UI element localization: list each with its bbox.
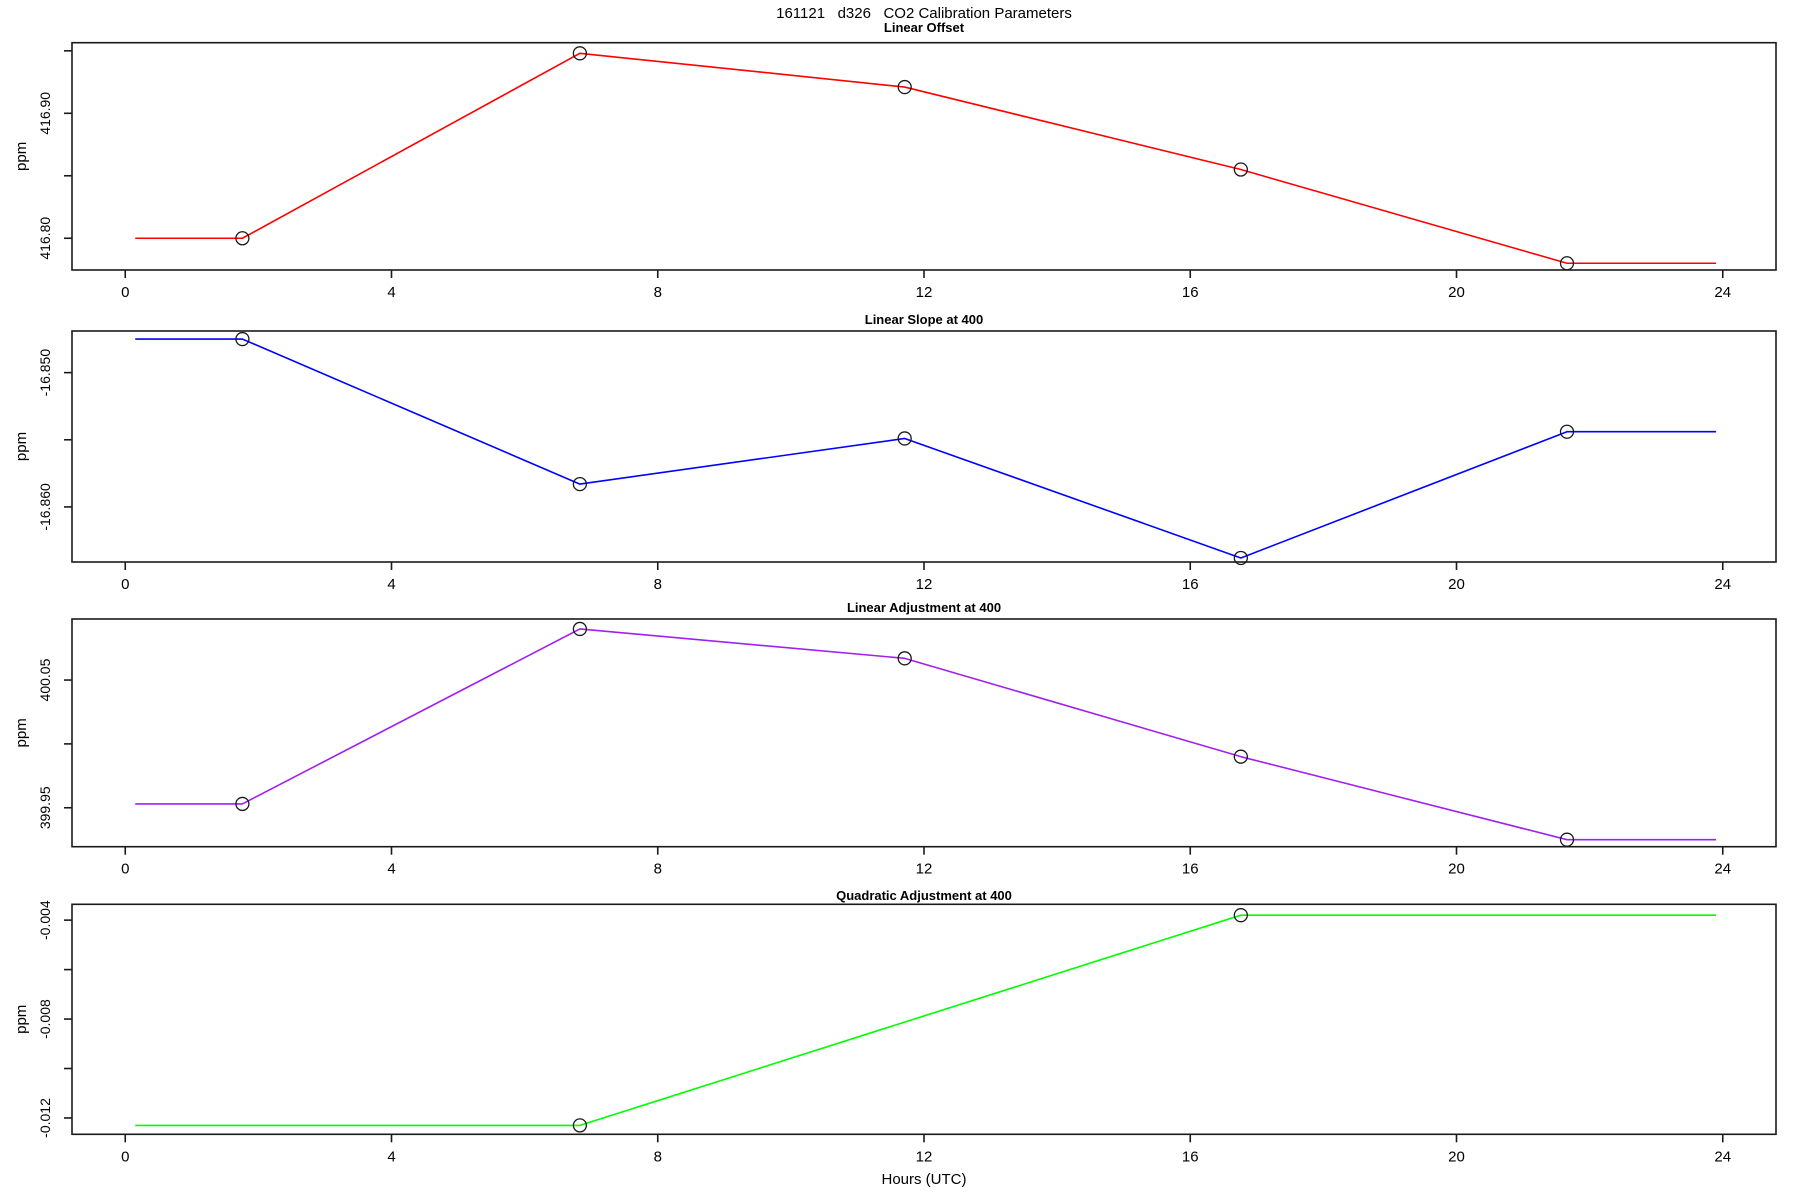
x-tick-label: 4 (387, 1148, 395, 1165)
y-tick-label: -0.012 (37, 1098, 53, 1138)
x-tick-label: 12 (916, 1148, 933, 1165)
panel-title-quadratic-adjustment: Quadratic Adjustment at 400 (836, 888, 1012, 903)
x-tick-label: 16 (1182, 576, 1199, 593)
data-point-marker (572, 46, 588, 61)
y-axis-title: ppm (13, 718, 30, 747)
data-point-marker (1233, 162, 1248, 177)
x-tick-label: 12 (916, 861, 933, 878)
series-line (135, 338, 1717, 559)
panel-frame (71, 618, 1777, 848)
y-tick-label: -16.850 (37, 349, 53, 397)
x-tick-label: 0 (121, 861, 129, 878)
data-point-marker (572, 476, 588, 492)
y-axis-title: ppm (13, 142, 30, 171)
data-point-marker (1233, 908, 1248, 923)
data-point-marker (1559, 832, 1575, 847)
data-point-marker (897, 79, 912, 95)
x-tick-label: 20 (1448, 576, 1465, 593)
data-point-marker (1233, 550, 1248, 566)
y-tick-label: -0.008 (37, 999, 53, 1039)
x-tick-label: 24 (1714, 284, 1731, 301)
x-tick-label: 4 (387, 861, 395, 878)
panel-title-linear-adjustment: Linear Adjustment at 400 (846, 600, 1002, 615)
data-point-marker (1233, 749, 1248, 764)
data-point-marker (572, 621, 588, 637)
panel-title-linear-offset: Linear Offset (883, 20, 965, 35)
x-axis-label: Hours (UTC) (881, 1171, 967, 1188)
x-tick-label: 24 (1714, 576, 1731, 593)
y-axis-title: ppm (13, 432, 30, 461)
data-point-marker (235, 231, 250, 246)
x-tick-label: 16 (1182, 1148, 1199, 1165)
data-point-marker (572, 1118, 588, 1133)
x-tick-label: 8 (654, 576, 662, 593)
y-axis-title: ppm (13, 1005, 30, 1034)
x-tick-label: 20 (1448, 284, 1465, 301)
y-tick-label: -0.004 (37, 900, 53, 940)
x-tick-label: 0 (121, 576, 129, 593)
x-tick-label: 0 (121, 284, 129, 301)
x-tick-label: 24 (1714, 861, 1731, 878)
y-tick-label: -16.860 (37, 483, 53, 531)
x-tick-label: 12 (916, 284, 933, 301)
panel-frame (71, 330, 1777, 563)
x-tick-label: 16 (1182, 861, 1199, 878)
y-tick-label: 416.90 (37, 92, 53, 135)
panel-frame (71, 41, 1777, 271)
series-line (135, 914, 1717, 1127)
data-point-marker (897, 651, 912, 666)
x-tick-label: 8 (654, 861, 662, 878)
data-point-marker (1559, 424, 1575, 439)
x-tick-label: 8 (654, 1148, 662, 1165)
x-tick-label: 4 (387, 576, 395, 593)
series-line (135, 52, 1717, 265)
y-tick-label: 399.95 (37, 786, 53, 829)
x-tick-label: 20 (1448, 1148, 1465, 1165)
x-tick-label: 4 (387, 284, 395, 301)
x-tick-label: 8 (654, 284, 662, 301)
data-point-marker (235, 331, 250, 347)
data-point-marker (235, 796, 250, 812)
x-tick-label: 12 (916, 576, 933, 593)
page-title: 161121 d326 CO2 Calibration Parameters (776, 5, 1072, 22)
y-tick-label: 400.05 (37, 658, 53, 701)
data-point-marker (1559, 256, 1575, 271)
data-point-marker (897, 431, 912, 446)
x-tick-label: 20 (1448, 861, 1465, 878)
y-tick-label: 416.80 (37, 217, 53, 260)
x-tick-label: 16 (1182, 284, 1199, 301)
series-line (135, 628, 1717, 841)
x-tick-label: 0 (121, 1148, 129, 1165)
panel-frame (71, 903, 1777, 1136)
panel-title-linear-slope: Linear Slope at 400 (864, 312, 984, 327)
x-tick-label: 24 (1714, 1148, 1731, 1165)
